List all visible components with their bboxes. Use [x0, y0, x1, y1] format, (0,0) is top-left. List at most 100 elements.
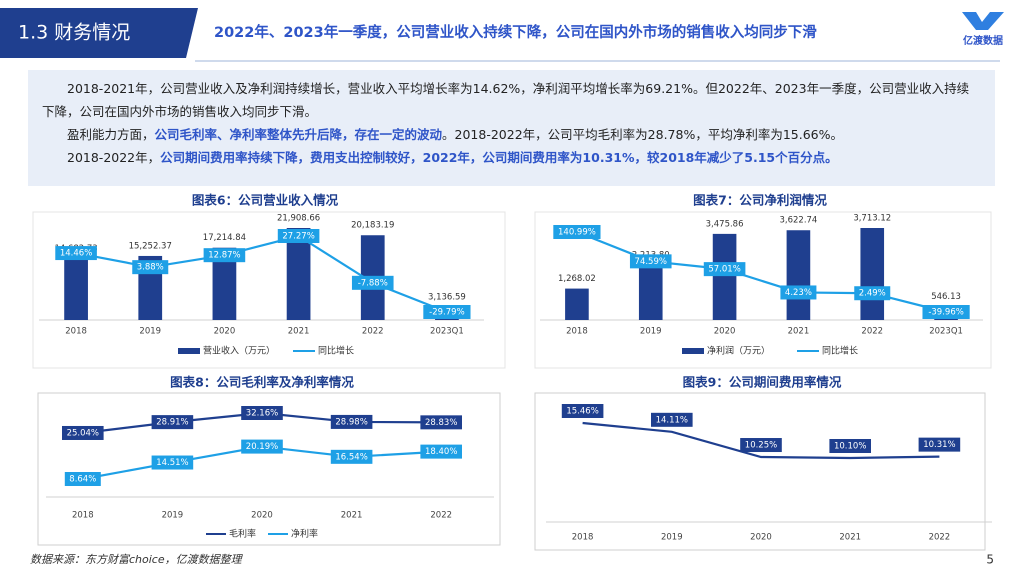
x-tick-label: 2021: [839, 533, 861, 543]
bar-value-label: 20,183.19: [351, 221, 394, 231]
chart-title: 图表9：公司期间费用率情况: [683, 375, 842, 390]
value-label: 14.11%: [656, 415, 688, 425]
x-tick-label: 2021: [288, 327, 310, 337]
bar: [286, 228, 311, 320]
value-label: 10.10%: [834, 442, 866, 452]
logo-mark: [962, 12, 1004, 30]
value-label-box: [330, 449, 373, 464]
logo-text: 亿渡数据: [963, 34, 1003, 47]
value-label-box: [854, 286, 891, 301]
x-tick-label: 2022: [430, 511, 452, 521]
summary-text: 公司期间费用率持续下降，费用支出控制较好，2022年，公司期间费用率为10.31…: [160, 150, 838, 165]
value-label: 14.51%: [156, 458, 188, 468]
value-label: 10.31%: [923, 440, 955, 450]
value-label-box: [420, 415, 462, 430]
bar: [212, 247, 237, 320]
legend-label: 净利率: [291, 528, 318, 540]
value-label: 57.01%: [708, 265, 740, 275]
summary-text: 公司毛利率、净利率整体先升后降，存在一定的波动: [154, 127, 443, 142]
value-label-box: [918, 437, 961, 452]
value-label: 28.91%: [156, 418, 188, 428]
value-label-box: [351, 275, 394, 290]
value-label: 8.64%: [69, 475, 96, 485]
x-tick-label: 2019: [661, 533, 683, 543]
value-label-box: [423, 305, 471, 319]
bar-value-label: 1,268.02: [558, 274, 596, 284]
bar-value-label: 15,252.37: [129, 241, 172, 251]
summary-text: 盈利能力方面，: [67, 127, 155, 142]
legend-label: 净利润（万元）: [707, 345, 770, 357]
value-label: 25.04%: [67, 428, 99, 438]
value-label: 15.46%: [566, 407, 598, 417]
legend-label: 营业收入（万元）: [203, 345, 275, 357]
bar-value-label: 3,622.74: [779, 216, 817, 226]
bar-value-label: 21,908.66: [277, 214, 320, 224]
chart-frame: [534, 211, 992, 369]
bar-value-label: 546.13: [931, 292, 961, 302]
bar: [786, 230, 811, 320]
value-label: 12.87%: [208, 251, 240, 261]
value-label-box: [629, 254, 672, 269]
value-label-box: [151, 455, 194, 470]
value-label-box: [64, 472, 101, 486]
value-label-box: [829, 439, 871, 453]
x-tick-label: 2020: [251, 511, 273, 521]
summary-box: 2018-2021年，公司营业收入及净利润持续增长，营业收入平均增长率为14.6…: [28, 70, 995, 186]
bar-value-label: 3,713.12: [853, 214, 891, 224]
summary-text: 2018-2021年，公司营业收入及净利润持续增长，营业收入平均增长率为14.6…: [42, 81, 970, 119]
x-tick-label: 2018: [572, 533, 594, 543]
legend-label: 同比增长: [822, 345, 858, 357]
value-label: 140.99%: [558, 228, 596, 238]
legend-swatch: [178, 348, 200, 354]
value-label: 16.54%: [335, 452, 367, 462]
page-number: 5: [986, 553, 994, 567]
value-label: 32.16%: [246, 409, 278, 419]
legend-label: 毛利率: [229, 528, 256, 540]
value-label: 10.25%: [745, 441, 777, 451]
chart-frame: [32, 211, 506, 369]
bar-value-label: 17,214.84: [203, 233, 246, 243]
x-tick-label: 2019: [139, 327, 161, 337]
value-label-box: [277, 229, 320, 243]
bar-value-label: 3,475.86: [706, 219, 744, 229]
value-label: 27.27%: [282, 232, 314, 242]
x-tick-label: 2021: [341, 511, 363, 521]
x-tick-label: 2020: [214, 327, 236, 337]
value-label: 28.83%: [425, 418, 457, 428]
legend-swatch: [682, 348, 704, 354]
value-label: -39.96%: [928, 308, 963, 318]
value-label-box: [740, 438, 782, 453]
series-line: [582, 421, 940, 460]
value-label-box: [132, 260, 169, 275]
value-label: 74.59%: [635, 257, 667, 267]
value-label-box: [922, 305, 970, 319]
bar: [860, 228, 885, 320]
chart-frame: [37, 392, 501, 546]
value-label: 28.98%: [335, 417, 367, 427]
x-tick-label: 2020: [750, 533, 772, 543]
value-label: -29.79%: [429, 308, 464, 318]
x-tick-label: 2021: [788, 327, 810, 337]
x-tick-label: 2023Q1: [929, 327, 963, 337]
x-tick-label: 2020: [714, 327, 736, 337]
value-label-box: [55, 246, 97, 261]
chart-title: 图表6：公司营业收入情况: [192, 193, 339, 208]
value-label-box: [553, 225, 601, 239]
x-tick-label: 2022: [929, 533, 951, 543]
growth-line: [576, 230, 947, 314]
x-tick-label: 2022: [362, 327, 384, 337]
value-label: 3.88%: [137, 263, 164, 273]
value-label-box: [330, 414, 373, 429]
value-label-box: [780, 285, 817, 300]
x-tick-label: 2018: [65, 327, 87, 337]
value-label: 14.46%: [60, 249, 92, 259]
value-label: 4.23%: [785, 288, 812, 298]
summary-paragraph: 2018-2021年，公司营业收入及净利润持续增长，营业收入平均增长率为14.6…: [42, 77, 981, 123]
value-label: 18.40%: [425, 447, 457, 457]
value-label-box: [703, 262, 746, 277]
value-label-box: [203, 248, 246, 263]
summary-text: 2018-2022年，: [67, 150, 161, 165]
bar: [64, 258, 88, 320]
